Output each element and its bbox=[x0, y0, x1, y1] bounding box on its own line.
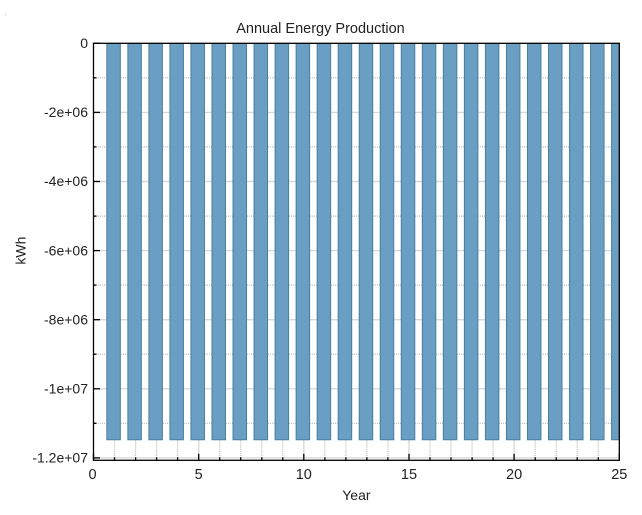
svg-text:-8e+06: -8e+06 bbox=[44, 311, 88, 327]
svg-text:0: 0 bbox=[88, 467, 96, 483]
svg-text:5: 5 bbox=[195, 467, 203, 483]
svg-text:15: 15 bbox=[401, 467, 417, 483]
svg-text:Year: Year bbox=[342, 487, 371, 503]
svg-text:kWh: kWh bbox=[12, 237, 28, 265]
svg-text:-6e+06: -6e+06 bbox=[44, 242, 88, 258]
svg-text:-4e+06: -4e+06 bbox=[44, 173, 88, 189]
svg-text:-1.2e+07: -1.2e+07 bbox=[32, 450, 88, 466]
svg-text:25: 25 bbox=[611, 467, 627, 483]
svg-text:-1e+07: -1e+07 bbox=[44, 381, 88, 397]
svg-text:20: 20 bbox=[506, 467, 522, 483]
svg-text:10: 10 bbox=[296, 467, 312, 483]
svg-text:-2e+06: -2e+06 bbox=[44, 104, 88, 120]
svg-text:Annual Energy Production: Annual Energy Production bbox=[236, 21, 404, 37]
svg-text:0: 0 bbox=[80, 35, 88, 51]
